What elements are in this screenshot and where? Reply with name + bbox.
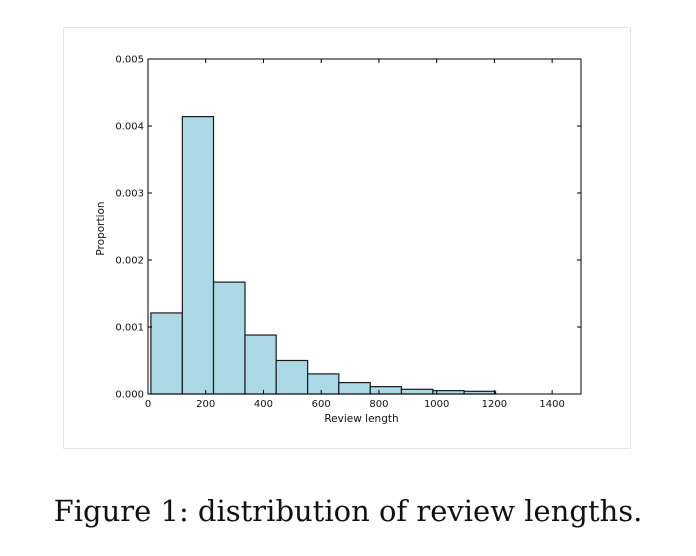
axis-ticks: [147, 58, 581, 395]
x-tick-label: 800: [369, 399, 388, 410]
histogram-bars: [150, 116, 497, 395]
figure-caption: Figure 1: distribution of review lengths…: [53, 494, 643, 528]
y-tick-label: 0.004: [115, 122, 144, 133]
y-axis-label: Proportion: [95, 201, 107, 255]
y-tick-label: 0.002: [115, 256, 144, 267]
histogram-bar: [338, 382, 371, 395]
histogram-bar: [150, 312, 183, 395]
plot-frame: [147, 58, 582, 395]
y-tick-label: 0.005: [115, 55, 144, 66]
x-tick-label: 1200: [482, 399, 507, 410]
histogram-bar: [432, 390, 465, 395]
y-tick-label: 0.001: [115, 323, 144, 334]
x-tick-label: 400: [254, 399, 273, 410]
y-tick-labels: 0.000 0.001 0.002 0.003 0.004 0.005: [115, 55, 144, 401]
y-tick-label: 0.003: [115, 189, 144, 200]
histogram-bar: [307, 373, 340, 395]
x-axis-label: Review length: [324, 413, 398, 425]
x-tick-label: 0: [145, 399, 151, 410]
y-tick-label: 0.000: [115, 390, 144, 401]
x-tick-label: 1000: [424, 399, 449, 410]
histogram-bar: [400, 388, 434, 395]
histogram-bar: [244, 334, 277, 395]
histogram-bar: [369, 386, 403, 395]
histogram-bar: [181, 116, 215, 395]
histogram-bar: [275, 359, 309, 395]
x-tick-labels: 0 200 400 600 800 1000 1200 1400: [145, 399, 565, 410]
x-tick-label: 600: [312, 399, 331, 410]
x-tick-label: 200: [196, 399, 215, 410]
histogram-bar: [212, 281, 246, 395]
x-tick-label: 1400: [539, 399, 564, 410]
